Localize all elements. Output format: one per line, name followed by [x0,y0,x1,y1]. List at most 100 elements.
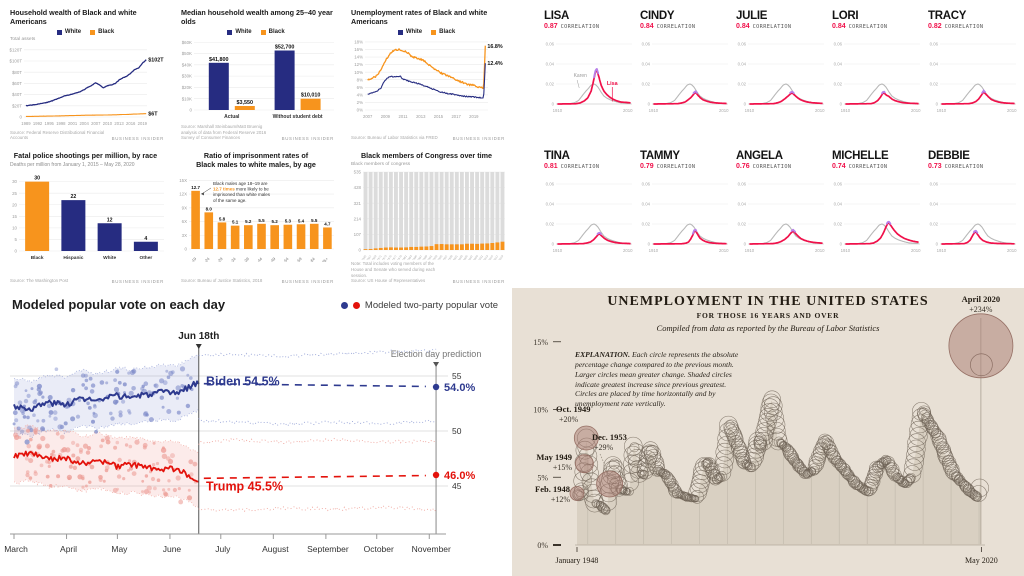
monthly-change-circle [936,441,949,455]
x-tick-label: 2010 [1007,108,1017,113]
monthly-change-circle [794,462,807,474]
y-tick-label: 0.02 [930,222,939,227]
bar-value-label: 30 [34,176,40,182]
poll-scatter-dot [70,388,76,393]
x-end-label: May 2020 [965,556,998,565]
poll-scatter-dot [88,480,92,484]
poll-scatter-dot [122,382,127,387]
series-end-label: $102T [148,58,164,64]
trump-model-line [13,450,200,483]
name-chart-card: LORI 0.84 CORRELATION 0.06 0.04 0.02 0 1910 2010 [832,10,926,146]
biden-legend-dot-icon [340,302,348,309]
x-tick-label: 2011 [477,254,484,260]
legend-item: White [227,29,252,35]
brand-label: BUSINESS INSIDER [111,136,164,141]
projection-bound-dotted [198,437,437,445]
poll-scatter-dot [116,474,122,479]
bar-value-label: 4 [144,236,147,242]
name-title: CINDY [640,10,675,22]
monthly-change-circle [727,431,744,448]
karen-annotation-line [576,79,580,89]
y-tick-label: 0.06 [930,42,939,47]
y-tick-label: 0.04 [930,202,939,207]
poll-scatter-dot [33,471,38,476]
biden-projection-dashed [203,382,426,388]
total-bar [464,172,469,250]
total-bar [489,172,494,250]
biden-final-label: 54.0% [444,382,475,394]
poll-scatter-dot [63,421,68,426]
y-tick-label: 0 [744,242,747,247]
legend-swatch-icon [397,29,403,35]
poll-scatter-dot [56,474,61,479]
quadrant-name-correlation-small-multiples: LISA 0.87 CORRELATION 0.06 0.04 0.02 0 1910 2010… [512,0,1024,290]
poll-scatter-dot [145,413,149,417]
x-tick-label: 1910 [841,248,851,253]
y-tick-label: 0.02 [738,82,747,87]
y-tick-label: 0.02 [642,82,651,87]
black-members-bar [454,244,459,250]
black-members-bar [368,248,373,250]
y-tick-label: 0 [14,249,17,254]
y-tick-label: $20T [11,103,21,108]
monthly-change-circle [766,415,786,435]
bar-value-label: 12.7 [191,185,200,190]
poll-scatter-dot [26,393,31,398]
name-title: TAMMY [640,150,680,162]
y-tick-label: 2% [356,100,362,105]
bi-chart-card: Median household wealth among 25–40 year… [171,1,341,144]
correlation-word: CORRELATION [656,164,696,170]
poll-scatter-dot [89,464,95,470]
legend-item: Black [431,29,455,35]
y-tick-label: 0.06 [738,182,747,187]
monthly-change-circle [892,472,903,483]
x-tick-label: 1995 [44,121,54,126]
x-tick-label: 2010 [623,248,633,253]
monthly-change-circle [636,457,656,477]
monthly-change-circle [763,396,783,415]
total-bar [393,172,398,250]
legend-swatch-icon [227,29,233,35]
correlation-row: 0.73 CORRELATION [928,163,1022,170]
y-tick-label: 0 [648,102,651,107]
quadrant-business-insider-race-charts: Household wealth of Black and white Amer… [0,0,512,288]
black-members-bar [403,247,408,250]
poll-scatter-dot [44,443,50,449]
x-tick-label: 1983 [406,254,413,260]
shaded-record-circle [948,313,1014,379]
month-label: April [60,544,77,554]
poll-scatter-dot [48,414,52,418]
x-tick-label: 2015 [487,254,494,260]
poll-scatter-dot [39,463,44,468]
y-tick-label: 107 [353,232,361,237]
x-tick-label: 2019 [137,121,147,126]
y-tick-label: 10% [533,406,548,415]
monthly-change-circle [918,409,932,424]
poll-scatter-dot [102,479,106,483]
poll-scatter-dot [86,446,92,451]
y-tick-label: 10 [12,225,17,230]
legend-swatch-icon [431,29,437,35]
poll-scatter-dot [109,411,113,416]
y-tick-label: 0 [358,248,361,253]
monthly-change-circle [687,493,696,503]
x-tick-label: 1979 [396,254,403,260]
poll-scatter-dot [23,398,29,404]
poll-scatter-dot [99,380,105,385]
black-members-bar [413,246,418,250]
monthly-change-circle [864,476,879,491]
monthly-change-circle [888,468,902,482]
poll-scatter-dot [22,415,27,419]
correlation-value: 0.84 [832,23,846,30]
category-label: 30–34 [225,256,237,262]
black-members-bar [423,246,428,250]
black-members-bar [373,248,378,250]
series-line-white [25,59,147,107]
poll-scatter-dot [34,428,38,432]
monthly-change-circle [727,429,743,445]
y-tick-label: 0.06 [738,42,747,47]
x-tick-label: 2010 [911,108,921,113]
